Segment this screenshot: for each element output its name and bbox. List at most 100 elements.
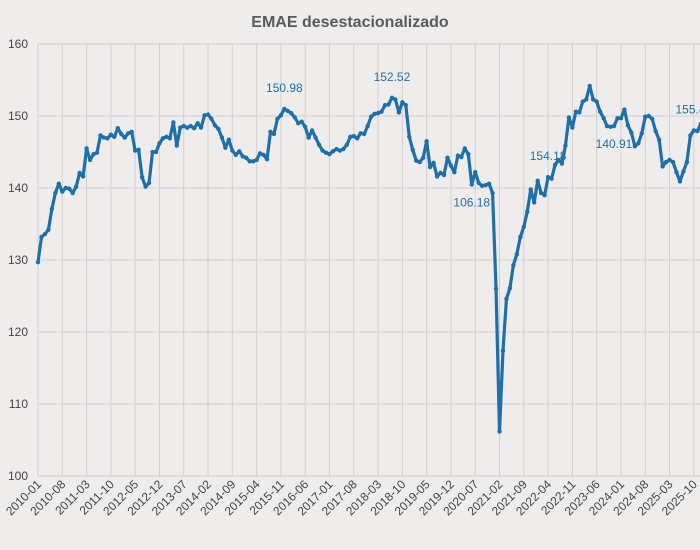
data-point bbox=[549, 176, 554, 181]
y-tick-label: 130 bbox=[8, 253, 28, 267]
data-point bbox=[164, 134, 169, 140]
data-point bbox=[646, 113, 651, 119]
data-point bbox=[660, 164, 665, 169]
data-point bbox=[375, 110, 381, 116]
data-point bbox=[684, 159, 690, 165]
data-point bbox=[219, 135, 225, 140]
data-point bbox=[202, 113, 207, 118]
y-tick-label: 100 bbox=[8, 469, 28, 483]
data-point bbox=[216, 126, 221, 132]
data-point bbox=[597, 109, 603, 114]
data-point bbox=[615, 115, 620, 121]
data-point bbox=[552, 162, 558, 168]
data-point bbox=[507, 285, 513, 291]
data-point bbox=[434, 174, 440, 179]
data-point bbox=[195, 121, 200, 126]
data-point bbox=[316, 142, 322, 147]
data-label: 140.91 bbox=[596, 137, 633, 151]
data-point bbox=[73, 184, 79, 189]
grid-lines bbox=[37, 43, 700, 477]
data-point bbox=[143, 184, 148, 189]
data-point bbox=[46, 227, 51, 232]
data-point bbox=[500, 348, 506, 353]
data-point bbox=[299, 119, 304, 124]
data-point bbox=[309, 128, 315, 133]
data-point bbox=[518, 234, 523, 240]
data-point bbox=[160, 136, 166, 141]
data-point bbox=[361, 131, 367, 137]
data-point bbox=[667, 157, 672, 163]
data-point bbox=[414, 158, 419, 163]
data-point bbox=[525, 209, 530, 214]
y-tick-label: 110 bbox=[9, 397, 28, 411]
data-point bbox=[146, 180, 152, 186]
data-point bbox=[618, 115, 624, 121]
data-point bbox=[247, 159, 252, 164]
data-point bbox=[87, 157, 93, 163]
data-point bbox=[53, 190, 58, 196]
data-point bbox=[649, 116, 655, 122]
data-point bbox=[521, 224, 526, 230]
data-point bbox=[601, 115, 606, 121]
data-point bbox=[198, 125, 204, 130]
data-point bbox=[126, 131, 131, 136]
y-tick-label: 160 bbox=[8, 37, 28, 51]
series-emae bbox=[35, 83, 700, 434]
y-axis-ticks: 100 110 120 130 140 150 160 bbox=[8, 37, 28, 483]
data-point bbox=[94, 150, 100, 155]
data-point bbox=[396, 110, 402, 115]
data-point bbox=[469, 182, 474, 187]
data-point bbox=[285, 108, 291, 114]
data-point bbox=[670, 159, 676, 165]
data-point bbox=[452, 169, 457, 175]
data-point bbox=[688, 133, 693, 138]
data-point bbox=[268, 129, 273, 135]
data-point bbox=[594, 99, 599, 104]
data-point bbox=[330, 149, 336, 154]
data-point bbox=[490, 190, 495, 196]
data-point bbox=[427, 164, 433, 170]
data-point bbox=[223, 145, 228, 150]
data-point bbox=[695, 128, 700, 134]
data-point bbox=[35, 259, 41, 265]
data-point bbox=[677, 179, 683, 184]
data-point bbox=[188, 123, 193, 129]
data-point bbox=[455, 153, 461, 158]
data-point bbox=[254, 157, 259, 163]
data-point bbox=[230, 148, 235, 153]
data-point bbox=[591, 97, 596, 102]
data-point bbox=[306, 135, 311, 140]
data-point bbox=[351, 133, 356, 139]
data-point bbox=[462, 146, 468, 151]
data-point bbox=[577, 110, 582, 115]
data-point bbox=[167, 136, 173, 141]
data-point bbox=[448, 163, 454, 168]
data-point bbox=[348, 134, 353, 140]
data-point bbox=[77, 170, 82, 176]
data-point bbox=[420, 155, 426, 160]
data-point bbox=[417, 159, 422, 165]
data-point bbox=[139, 175, 145, 180]
data-point bbox=[372, 111, 377, 117]
data-point bbox=[150, 149, 155, 155]
data-point bbox=[292, 115, 297, 120]
y-tick-label: 120 bbox=[8, 325, 28, 339]
data-point bbox=[365, 123, 370, 129]
data-label: 106.18 bbox=[453, 195, 490, 209]
data-label: 152.52 bbox=[374, 70, 411, 84]
data-point bbox=[313, 135, 318, 140]
data-point bbox=[459, 154, 464, 160]
data-point bbox=[337, 148, 343, 153]
data-point bbox=[431, 160, 436, 165]
data-point bbox=[257, 151, 263, 156]
data-point bbox=[663, 159, 669, 165]
data-point bbox=[528, 187, 533, 192]
data-point bbox=[483, 182, 488, 188]
data-point bbox=[185, 125, 190, 130]
data-point bbox=[556, 157, 561, 163]
data-point bbox=[625, 123, 631, 128]
data-point bbox=[80, 174, 86, 179]
data-point bbox=[275, 116, 280, 122]
data-point bbox=[178, 125, 183, 130]
data-point bbox=[60, 189, 65, 194]
